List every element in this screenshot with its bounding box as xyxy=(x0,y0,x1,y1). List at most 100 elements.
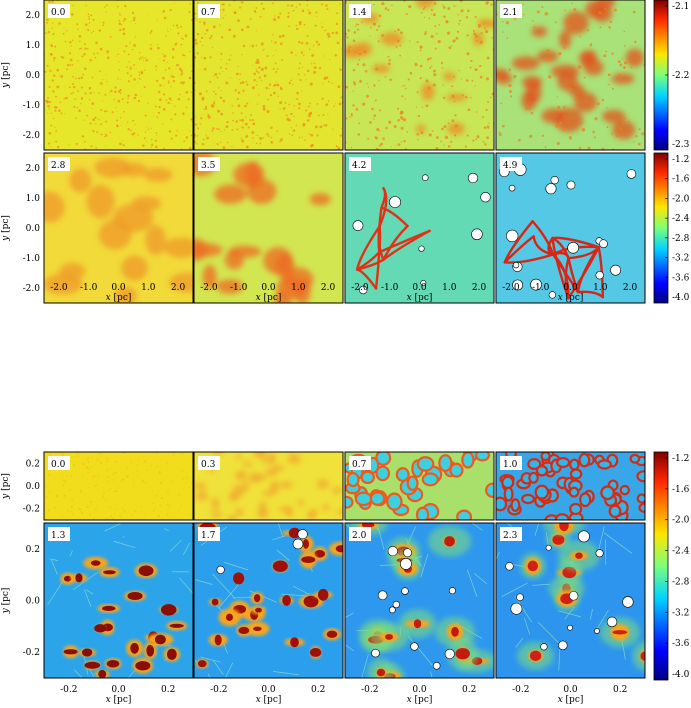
x-tick-label: 2.0 xyxy=(321,283,336,293)
density-blobs xyxy=(496,0,644,140)
density-blobs xyxy=(44,157,193,303)
colorbar-tick-label: -1.6 xyxy=(672,175,690,185)
x-tick-label: 0.2 xyxy=(311,685,325,695)
time-label-box xyxy=(349,157,371,171)
x-axis-label: x [pc] xyxy=(407,293,433,303)
colorbar-top: -2.1 -2.2 -2.3 xyxy=(653,0,690,151)
time-label: 0.7 xyxy=(201,8,216,18)
colorbar-tick-label: -2.0 xyxy=(672,516,690,526)
time-label-box xyxy=(198,527,220,541)
time-label: 1.4 xyxy=(352,8,367,18)
time-label: 0.3 xyxy=(201,460,216,470)
x-tick-label: 2.0 xyxy=(171,283,186,293)
y-axis-label-row1: y [pc] xyxy=(1,62,11,89)
panel-f1r1-3: 2.1 xyxy=(495,0,646,151)
time-label-box xyxy=(349,4,371,18)
x-tick-label: 1.0 xyxy=(593,283,608,293)
time-label-box xyxy=(198,157,220,171)
panel-f2r2-2: 2.0 xyxy=(344,522,495,679)
y-tick-label: -1.0 xyxy=(23,101,41,111)
colorbar-tick-label: -2.0 xyxy=(672,194,690,204)
colorbar-tick-label: -4.0 xyxy=(672,670,690,680)
time-label: 2.3 xyxy=(503,531,518,541)
cell-network xyxy=(496,452,645,520)
x-tick-label: 0.0 xyxy=(261,283,276,293)
x-tick-label: -2.0 xyxy=(502,283,520,293)
x-tick-label: 0.0 xyxy=(563,685,578,695)
panel-f2r2-0: 1.3 xyxy=(43,522,194,679)
y-tick-label: 1.0 xyxy=(26,194,41,204)
x-tick-label: 2.0 xyxy=(472,283,487,293)
y-tick-label: 0.2 xyxy=(26,459,40,469)
y-tick-label: -2.0 xyxy=(23,131,41,141)
panel-f2r2-1: 1.7 xyxy=(193,522,344,679)
x-tick-label: -2.0 xyxy=(50,283,68,293)
x-tick-label: 0.2 xyxy=(613,685,627,695)
panel-frame xyxy=(495,522,646,679)
x-tick-label: 0.2 xyxy=(161,685,175,695)
time-label: 4.2 xyxy=(352,161,366,171)
time-label-box xyxy=(500,527,522,541)
panel-f1r2-1: 3.5 xyxy=(193,152,344,304)
time-label-box xyxy=(500,157,522,171)
colorbar-middle: -1.2 -1.6 -2.0 -2.4 -2.8 -3.2 -3.6 -4.0 xyxy=(653,152,690,304)
x-tick-label: 0.0 xyxy=(412,283,427,293)
y-tick-label: 1.0 xyxy=(26,41,41,51)
x-axis-label: x [pc] xyxy=(256,695,282,705)
y-tick-label: 2.0 xyxy=(26,11,41,21)
time-label-box xyxy=(48,456,70,470)
x-tick-label: -1.0 xyxy=(230,283,248,293)
y-tick-label: -1.0 xyxy=(23,254,41,264)
colorbar-tick-label: -2.2 xyxy=(672,71,689,81)
time-label-box xyxy=(198,4,220,18)
panel-f1r2-3: 4.9 xyxy=(495,152,646,304)
sink-particles xyxy=(371,546,456,670)
time-label-box xyxy=(48,157,70,171)
x-axis-label: x [pc] xyxy=(407,695,433,705)
panel-f2r1-3: 1.0 xyxy=(495,451,646,521)
time-label-box xyxy=(500,456,522,470)
x-tick-label: 1.0 xyxy=(291,283,306,293)
panel-frame xyxy=(495,451,646,521)
x-tick-label: -0.2 xyxy=(210,685,227,695)
colorbar-tick-label: -3.6 xyxy=(672,639,690,649)
x-tick-label: -0.2 xyxy=(361,685,378,695)
x-tick-label: 1.0 xyxy=(141,283,156,293)
y-tick-label: 0.0 xyxy=(26,224,41,234)
x-axis-label: x [pc] xyxy=(256,293,282,303)
time-label-box xyxy=(48,527,70,541)
x-tick-label: 0.0 xyxy=(563,283,578,293)
time-label: 2.0 xyxy=(352,531,367,541)
dense-clumps xyxy=(196,523,343,669)
panel-frame xyxy=(43,0,194,151)
y-tick-label: 0.0 xyxy=(26,482,41,492)
y-axis-label-row4: y [pc] xyxy=(1,588,11,615)
panel-frame xyxy=(344,0,495,151)
y-tick-label: 0.0 xyxy=(26,597,41,607)
panel-frame xyxy=(193,451,344,521)
x-tick-label: 2.0 xyxy=(623,283,638,293)
x-axis-label: x [pc] xyxy=(106,695,132,705)
x-tick-label: -0.2 xyxy=(60,685,77,695)
panel-f2r1-1: 0.3 xyxy=(193,451,344,521)
colorbar-tick-label: -2.8 xyxy=(672,234,690,244)
panel-frame xyxy=(43,522,194,679)
colorbar-tick-label: -3.2 xyxy=(672,608,689,618)
dense-clumps xyxy=(60,556,188,678)
colorbar-bottom: -1.2 -1.6 -2.0 -2.4 -2.8 -3.2 -3.6 -4.0 xyxy=(653,451,690,681)
x-tick-label: -2.0 xyxy=(351,283,369,293)
x-tick-label: 0.0 xyxy=(261,685,276,695)
time-label: 0.7 xyxy=(352,460,367,470)
colorbar-tick-label: -2.4 xyxy=(672,214,690,224)
x-tick-label: 0.2 xyxy=(462,685,476,695)
x-tick-label: -0.2 xyxy=(512,685,529,695)
colorbar-gradient xyxy=(653,451,669,681)
panel-frame xyxy=(495,152,646,304)
y-tick-label: -0.2 xyxy=(23,505,40,515)
x-axis-label: x [pc] xyxy=(106,293,132,303)
panel-background xyxy=(194,153,343,303)
panel-frame xyxy=(43,152,194,304)
panel-f2r1-2: 0.7 xyxy=(344,451,495,521)
colorbar-tick-label: -2.4 xyxy=(672,547,690,557)
